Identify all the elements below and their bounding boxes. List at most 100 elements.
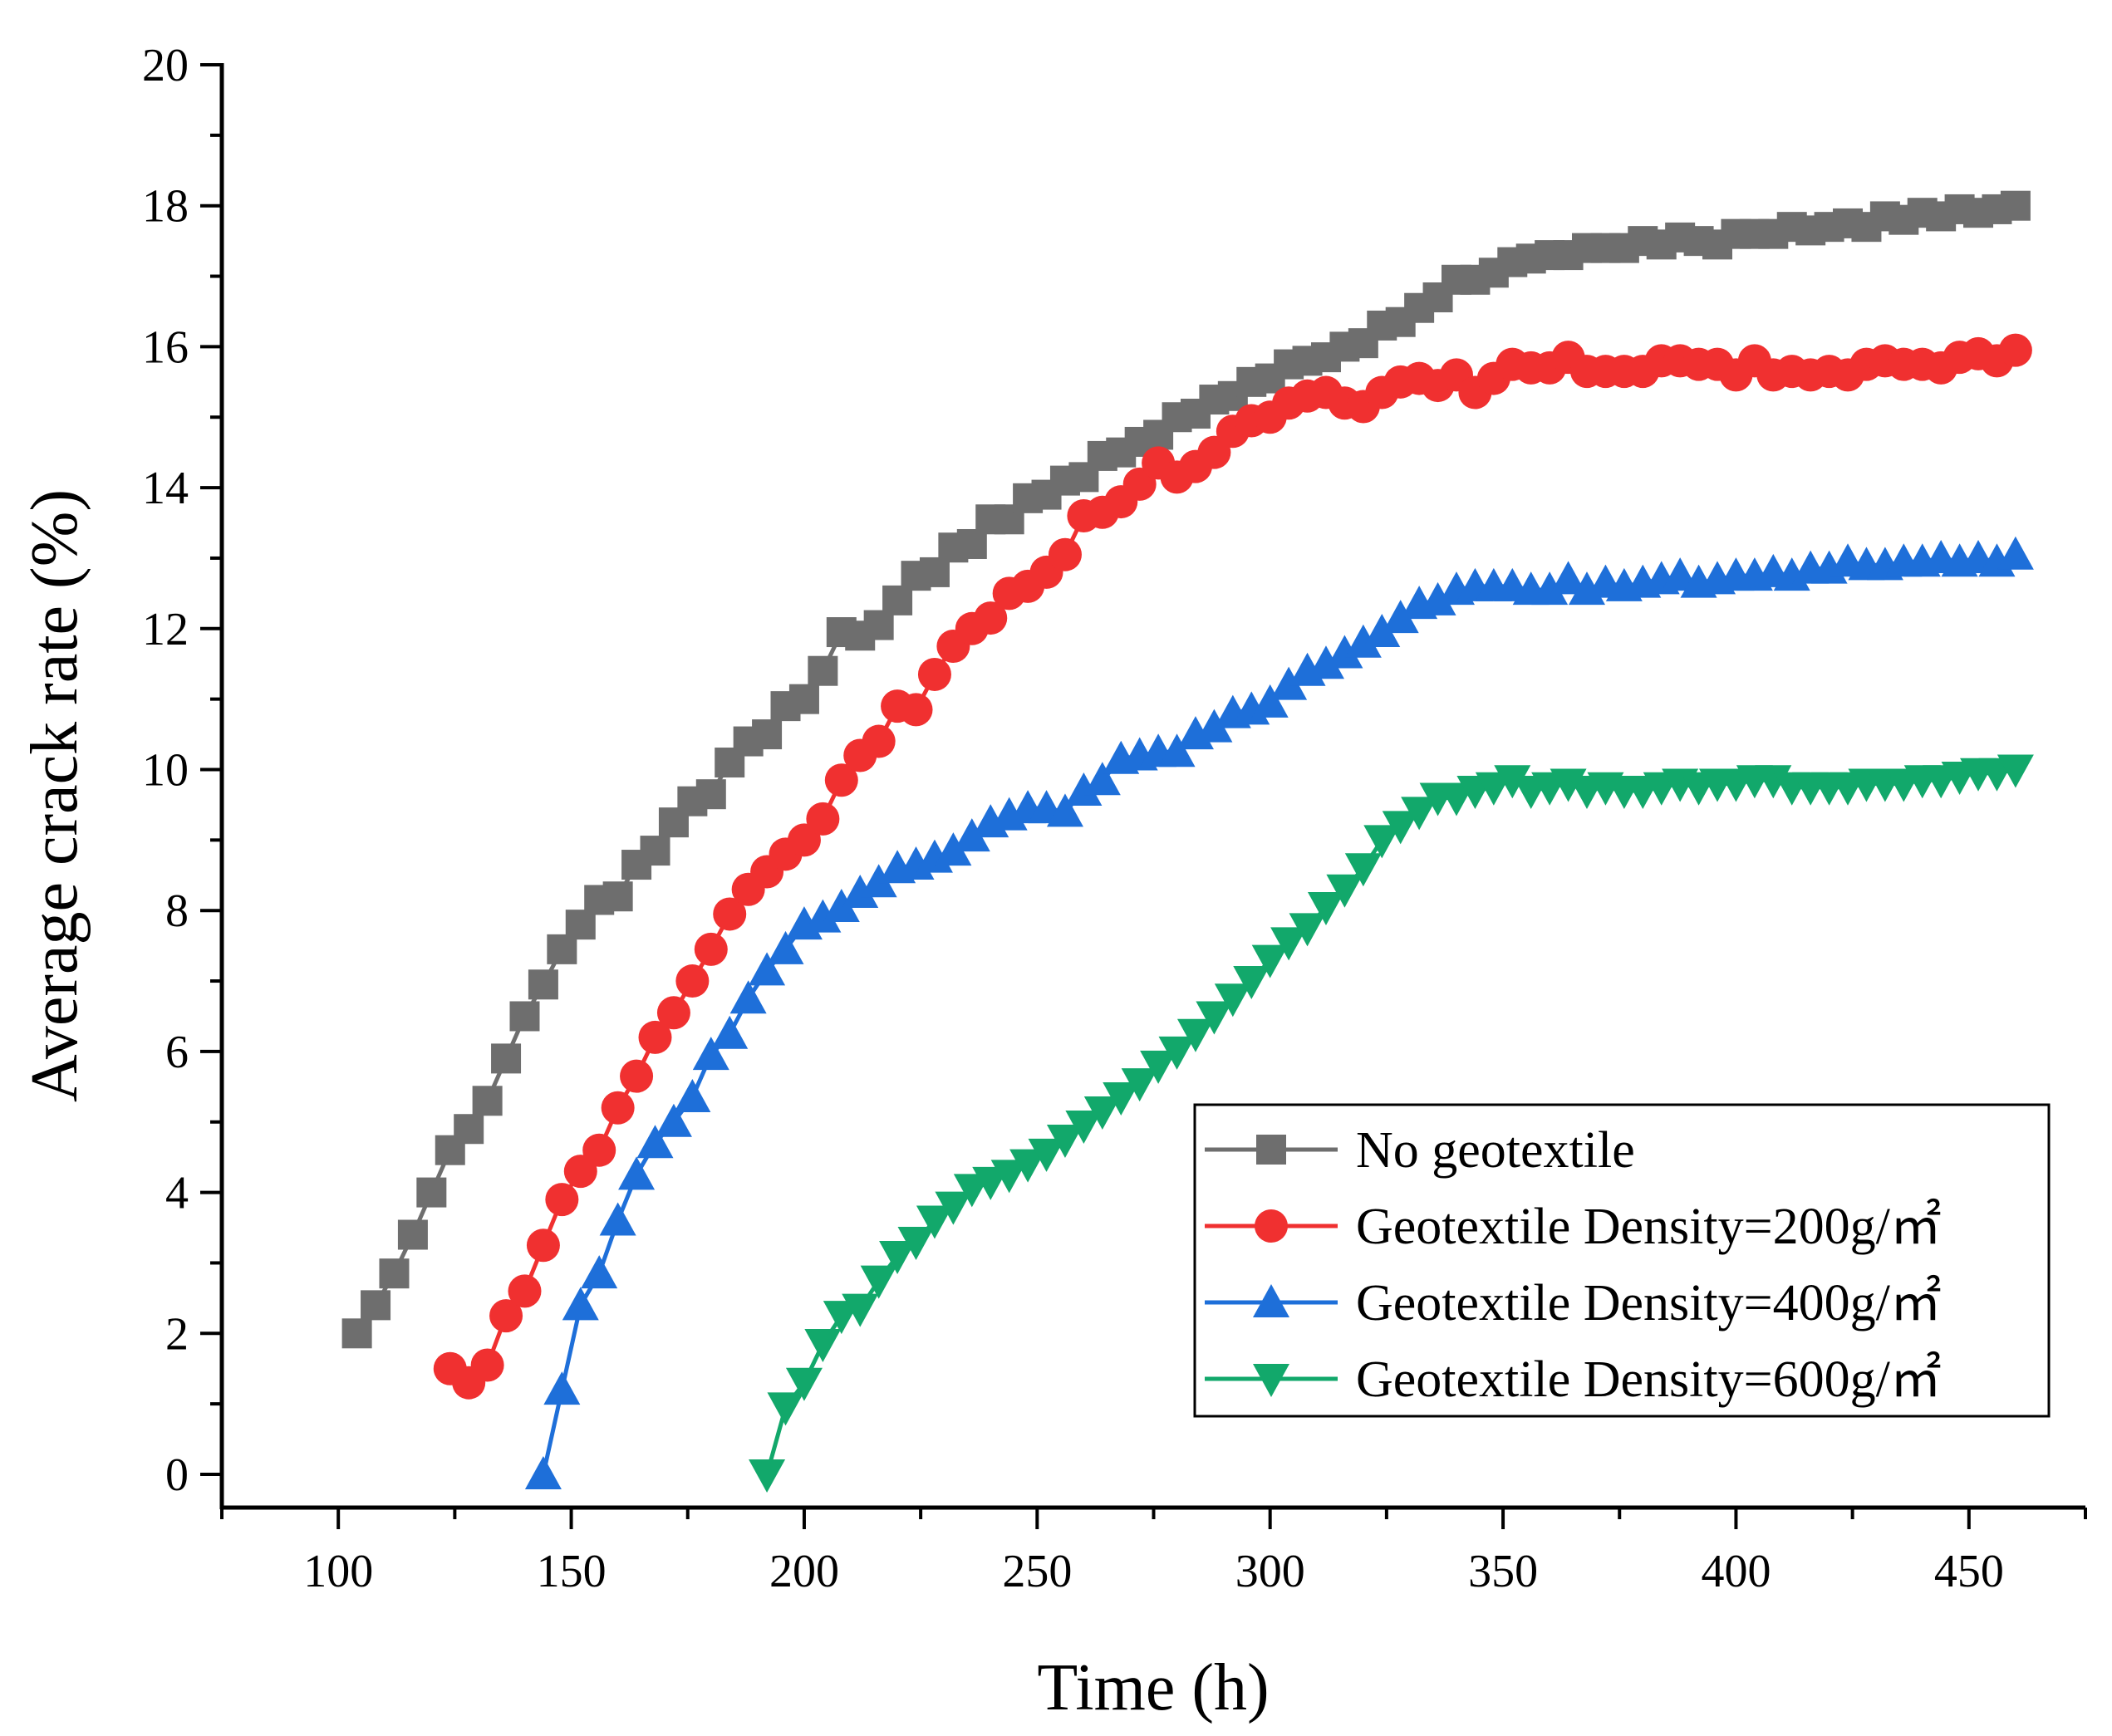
data-point xyxy=(729,980,767,1014)
data-point xyxy=(416,1177,447,1208)
legend-box xyxy=(1193,1103,2051,1418)
data-point xyxy=(692,1037,729,1071)
data-point xyxy=(711,1015,749,1049)
data-point xyxy=(528,969,558,1000)
legend-entry: No geotextile xyxy=(1356,1122,1635,1179)
data-point xyxy=(675,964,710,998)
data-point xyxy=(602,881,633,912)
data-point xyxy=(655,1103,692,1137)
data-point xyxy=(491,1043,522,1074)
axes: 0 2 4 6 8 10 12 14 16 18 20 100 150 200 250 300 350 400 45… xyxy=(142,40,2087,1597)
data-point xyxy=(581,1255,618,1289)
data-point xyxy=(804,1329,842,1363)
data-point xyxy=(1531,571,1569,606)
data-point xyxy=(1009,1149,1047,1183)
data-point xyxy=(1270,927,1308,961)
y-tick-label: 20 xyxy=(142,40,189,91)
x-tick-label: 350 xyxy=(1468,1546,1538,1597)
data-point xyxy=(636,1125,674,1159)
series-3 xyxy=(524,536,2034,1489)
data-point xyxy=(1214,983,1251,1018)
data-point xyxy=(1997,536,2034,570)
legend-marker xyxy=(1255,1209,1288,1243)
data-point xyxy=(1326,635,1363,669)
legend-marker xyxy=(1253,1364,1289,1397)
data-point xyxy=(1121,1068,1158,1102)
series-1 xyxy=(341,190,2031,1349)
y-tick-label: 16 xyxy=(142,321,189,373)
y-tick-label: 6 xyxy=(165,1027,189,1078)
data-point xyxy=(1326,874,1363,908)
data-point xyxy=(562,1287,599,1321)
data-point xyxy=(1048,537,1082,571)
x-tick-label: 300 xyxy=(1235,1546,1305,1597)
data-point xyxy=(1196,1001,1233,1035)
data-point xyxy=(674,1079,711,1113)
data-point xyxy=(974,601,1008,635)
legend-entry: Geotextile Density=600g/㎡ xyxy=(1356,1351,1942,1408)
y-tick-label: 14 xyxy=(142,463,189,514)
y-tick-label: 2 xyxy=(165,1308,189,1360)
data-point xyxy=(489,1299,523,1333)
data-point xyxy=(1550,561,1587,595)
data-point xyxy=(935,832,972,866)
series-4 xyxy=(749,754,2034,1493)
data-point xyxy=(582,1133,616,1167)
data-point xyxy=(806,802,840,836)
data-point xyxy=(543,1371,581,1405)
data-point xyxy=(935,1191,972,1225)
data-point xyxy=(1233,966,1270,1000)
data-point xyxy=(694,932,728,966)
data-point xyxy=(618,1156,656,1190)
x-tick-label: 150 xyxy=(537,1546,607,1597)
data-point xyxy=(524,1456,562,1489)
data-point xyxy=(526,1228,560,1263)
data-point xyxy=(785,1367,823,1401)
data-point xyxy=(695,779,726,810)
data-point xyxy=(916,1205,953,1239)
data-point xyxy=(897,1226,935,1260)
data-point xyxy=(860,864,897,898)
y-tick-label: 18 xyxy=(142,181,189,233)
data-point xyxy=(1140,1050,1177,1084)
data-point xyxy=(804,899,842,933)
data-point xyxy=(601,1091,635,1125)
data-point xyxy=(1046,1124,1083,1158)
data-point xyxy=(470,1348,504,1382)
data-point xyxy=(1494,765,1531,799)
y-tick-label: 0 xyxy=(165,1449,189,1501)
data-point xyxy=(1251,684,1289,718)
data-point xyxy=(842,1293,879,1327)
data-point xyxy=(640,836,670,866)
legend-entry: Geotextile Density=200g/㎡ xyxy=(1356,1198,1942,1255)
data-point xyxy=(1401,797,1438,831)
data-point xyxy=(599,1202,636,1236)
y-tick-label: 8 xyxy=(165,885,189,937)
data-point xyxy=(862,724,896,758)
data-point xyxy=(2000,190,2031,221)
data-point xyxy=(620,1059,654,1093)
data-point xyxy=(656,996,690,1030)
data-point xyxy=(824,763,858,797)
data-point xyxy=(767,1392,804,1426)
data-point xyxy=(1307,645,1344,679)
data-point xyxy=(545,1183,579,1217)
x-tick-label: 250 xyxy=(1002,1546,1072,1597)
data-point xyxy=(397,1219,428,1250)
data-point xyxy=(953,818,990,852)
series-2 xyxy=(433,333,2032,1400)
data-point xyxy=(990,1160,1028,1194)
data-point xyxy=(361,1290,391,1321)
data-point xyxy=(1046,793,1083,827)
legend-entry: Geotextile Density=400g/㎡ xyxy=(1356,1274,1942,1331)
data-point xyxy=(860,1265,897,1299)
data-point xyxy=(788,684,819,714)
data-point xyxy=(509,1001,540,1032)
data-point xyxy=(917,657,951,691)
data-point xyxy=(1997,754,2034,788)
data-point xyxy=(749,1459,786,1493)
y-axis-title: Average crack rate (%) xyxy=(18,489,91,1102)
data-point xyxy=(749,952,786,986)
data-point xyxy=(341,1318,372,1349)
